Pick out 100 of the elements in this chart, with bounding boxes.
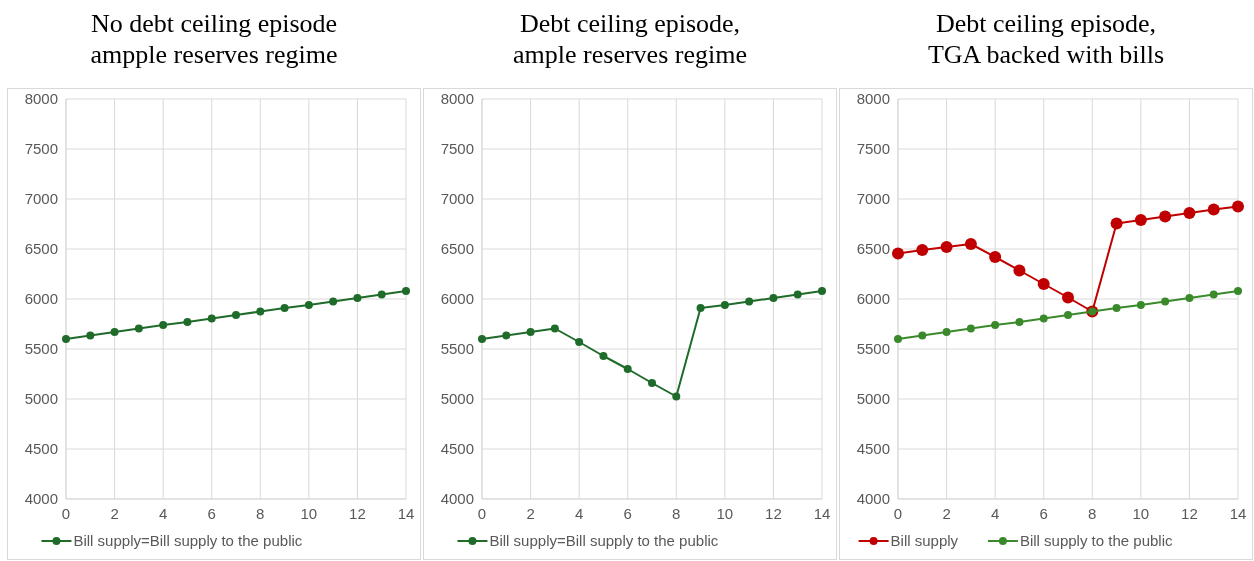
y-tick-label: 4000: [24, 490, 58, 508]
y-tick-label: 5000: [440, 390, 474, 408]
y-tick-label: 6500: [856, 240, 890, 258]
y-tick-label: 7500: [24, 140, 58, 158]
x-tick-label: 12: [349, 505, 366, 522]
x-tick-label: 6: [1039, 505, 1048, 522]
x-tick-label: 2: [942, 505, 951, 522]
point: [1110, 217, 1123, 230]
point: [1234, 287, 1242, 295]
point: [745, 297, 754, 306]
point: [377, 290, 386, 299]
point: [502, 331, 511, 340]
point: [86, 331, 95, 340]
point: [966, 324, 975, 333]
point: [623, 365, 632, 373]
point: [1209, 290, 1218, 299]
point: [478, 335, 486, 343]
x-tick-label: 12: [765, 505, 782, 522]
legend-label: Bill supply: [890, 532, 959, 550]
point: [1232, 200, 1244, 213]
point: [304, 301, 313, 309]
point: [1136, 301, 1145, 309]
x-tick-label: 2: [526, 505, 535, 522]
point: [1062, 291, 1074, 304]
x-tick-label: 2: [110, 505, 119, 522]
point: [818, 287, 826, 295]
y-tick-label: 8000: [440, 90, 474, 108]
y-tick-label: 6000: [24, 290, 58, 308]
point: [1161, 297, 1170, 306]
point: [575, 338, 584, 346]
point: [183, 318, 192, 326]
y-tick-label: 5500: [856, 340, 890, 358]
x-tick-label: 8: [256, 505, 265, 522]
point: [599, 352, 608, 360]
y-tick-label: 8000: [856, 90, 890, 108]
y-tick-label: 7000: [440, 190, 474, 208]
x-tick-label: 8: [1088, 505, 1097, 522]
x-tick-label: 6: [207, 505, 216, 522]
point: [232, 311, 240, 319]
x-tick-label: 10: [716, 505, 734, 522]
point: [916, 244, 929, 256]
point: [329, 297, 338, 306]
point: [918, 331, 927, 340]
y-tick-label: 4000: [440, 490, 474, 508]
y-tick-label: 7500: [440, 140, 474, 158]
point: [892, 247, 904, 260]
x-tick-label: 12: [1181, 505, 1198, 522]
chart-title: No debt ceiling episode ampple reserves regime: [89, 8, 339, 71]
x-tick-label: 0: [893, 505, 903, 522]
y-tick-label: 6000: [856, 290, 890, 308]
point: [769, 294, 778, 302]
y-tick-label: 7500: [856, 140, 890, 158]
legend-label: Bill supply=Bill supply to the public: [489, 532, 719, 550]
point: [1134, 214, 1147, 226]
point: [402, 287, 410, 295]
chart-title: Debt ceiling episode, TGA backed with bills: [926, 8, 1166, 71]
y-tick-label: 7000: [856, 190, 890, 208]
x-tick-label: 4: [158, 505, 168, 522]
x-tick-label: 4: [574, 505, 584, 522]
point: [207, 314, 216, 323]
point: [793, 290, 802, 299]
point: [1112, 304, 1121, 312]
y-tick-label: 4000: [856, 490, 890, 508]
point: [353, 294, 362, 302]
point: [1064, 311, 1072, 319]
point: [526, 328, 535, 336]
y-tick-label: 4500: [856, 440, 890, 458]
point: [894, 335, 902, 343]
x-tick-label: 0: [477, 505, 487, 522]
point: [1159, 210, 1172, 223]
point: [942, 328, 951, 336]
point: [672, 392, 681, 401]
x-tick-label: 10: [300, 505, 318, 522]
point: [1039, 314, 1048, 323]
legend-label: Bill supply to the public: [1019, 532, 1173, 550]
point: [550, 324, 559, 333]
y-tick-label: 6500: [440, 240, 474, 258]
y-tick-label: 6000: [440, 290, 474, 308]
point: [720, 301, 729, 309]
point: [159, 321, 168, 329]
x-tick-label: 8: [672, 505, 681, 522]
point: [940, 241, 953, 253]
x-tick-label: 14: [397, 505, 415, 522]
point: [110, 328, 119, 336]
point: [991, 321, 1000, 329]
point: [280, 304, 289, 312]
y-tick-label: 5500: [24, 340, 58, 358]
point: [134, 324, 143, 333]
point: [989, 251, 1002, 263]
point: [964, 238, 977, 250]
x-tick-label: 14: [813, 505, 831, 522]
point: [1183, 207, 1196, 219]
x-tick-label: 10: [1132, 505, 1150, 522]
y-tick-label: 7000: [24, 190, 58, 208]
point: [696, 304, 705, 312]
x-tick-label: 6: [623, 505, 632, 522]
x-tick-label: 4: [990, 505, 1000, 522]
point: [1013, 264, 1026, 277]
y-tick-label: 4500: [440, 440, 474, 458]
x-tick-label: 14: [1229, 505, 1247, 522]
